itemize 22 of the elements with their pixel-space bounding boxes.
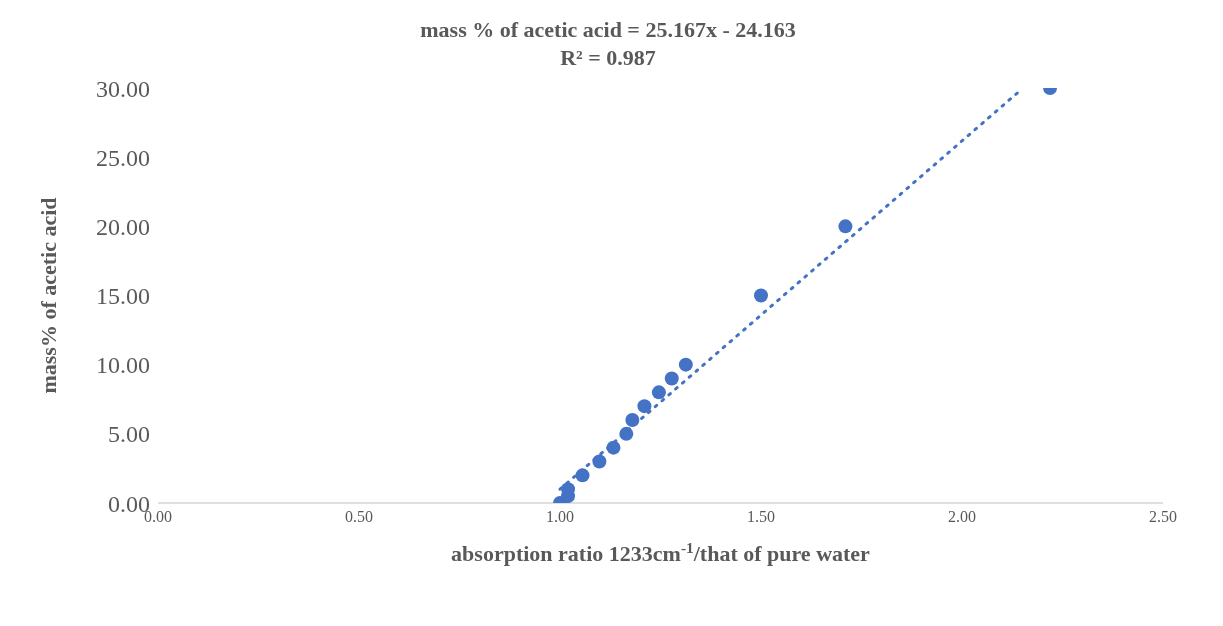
point xyxy=(754,288,768,303)
point xyxy=(838,219,853,234)
text: R² = 0.987 xyxy=(559,44,657,72)
x-tick-label: 0.50 xyxy=(345,508,373,526)
point xyxy=(664,371,679,386)
text: mass % of acetic acid = 25.167x - 24.163 xyxy=(419,16,797,44)
y-tick-label: 20.00 xyxy=(96,213,150,240)
y-tick-label: 10.00 xyxy=(96,352,150,379)
y-tick-label: 25.00 xyxy=(96,144,150,171)
x-tick-label: 2.00 xyxy=(948,508,976,526)
x-tick-label: 2.50 xyxy=(1149,508,1177,526)
point xyxy=(651,385,666,400)
y-tick-label: 15.00 xyxy=(96,283,150,310)
point xyxy=(678,357,693,372)
y-axis-title: mass% of acetic acid xyxy=(35,197,61,394)
x-tick-label: 1.50 xyxy=(747,508,775,526)
y-tick-label: 5.00 xyxy=(108,421,150,448)
x-tick-label: 1.00 xyxy=(546,508,574,526)
x-axis-title: absorption ratio 1233cm$^{-1}$/that of pure water xyxy=(451,538,871,566)
y-tick-label: 30.00 xyxy=(96,75,150,102)
point xyxy=(637,399,652,414)
point xyxy=(625,413,640,427)
